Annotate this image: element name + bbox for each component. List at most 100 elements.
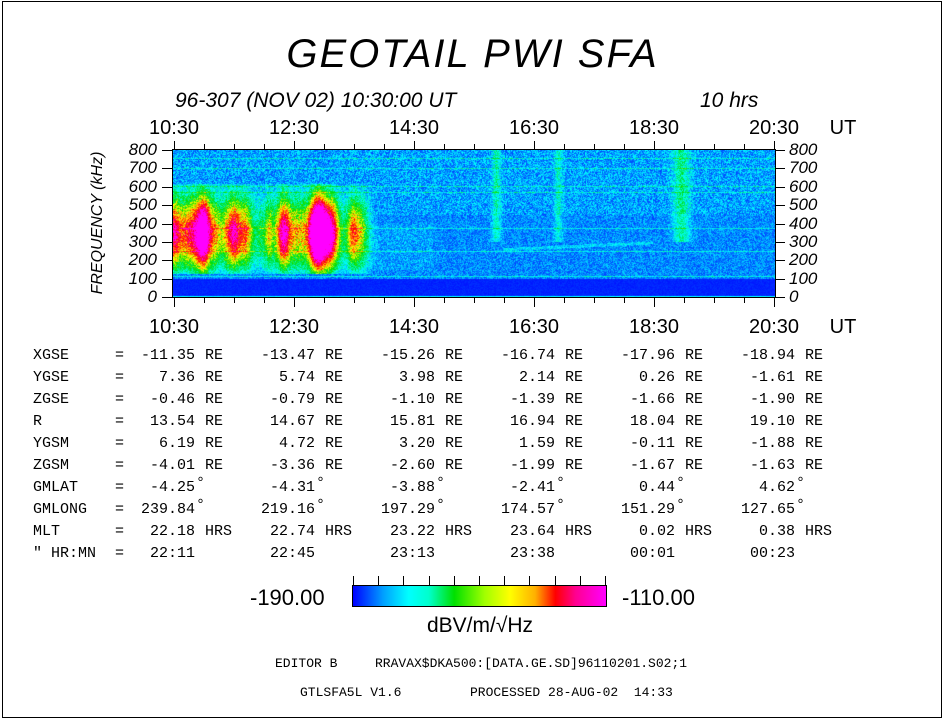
table-cell-value: -17.96 [620, 347, 675, 364]
x-tick-mark-bottom [264, 297, 265, 303]
x-tick-mark-bottom [714, 297, 715, 303]
table-cell-unit: ° [556, 497, 566, 514]
y-tick-label-left: 0 [147, 287, 157, 307]
duration-label: 10 hrs [700, 89, 759, 112]
equals-sign: = [115, 435, 125, 452]
table-cell-unit: RE [205, 435, 224, 452]
y-tick-mark-right [775, 186, 785, 188]
y-tick-label-right: 200 [789, 250, 818, 270]
program-version: GTLSFA5L V1.6 [300, 685, 402, 700]
table-cell-value: 7.36 [158, 369, 195, 386]
table-cell-unit: RE [565, 457, 584, 474]
table-cell-unit: RE [805, 457, 824, 474]
equals-sign: = [115, 479, 125, 496]
table-cell-value: -4.25 [149, 479, 195, 496]
table-cell-value: 22.18 [149, 523, 195, 540]
table-cell-value: 00:23 [749, 545, 795, 562]
y-tick-label-left: 200 [128, 250, 157, 270]
x-tick-mark-bottom [504, 297, 505, 303]
table-cell-unit: RE [565, 369, 584, 386]
x-tick-mark-bottom [744, 297, 745, 303]
table-cell-value: -1.90 [749, 391, 795, 408]
table-cell-unit: RE [445, 435, 464, 452]
y-tick-mark-left [162, 168, 172, 170]
table-cell-value: 23:13 [389, 545, 435, 562]
table-cell-value: -1.99 [509, 457, 555, 474]
table-cell-value: -2.41 [509, 479, 555, 496]
table-cell-unit: RE [325, 413, 344, 430]
table-cell-unit: RE [685, 369, 704, 386]
table-cell-value: -15.26 [380, 347, 435, 364]
colorbar-tick [529, 576, 531, 585]
table-cell-unit: RE [445, 413, 464, 430]
x-tick-label-top: 16:30 [508, 117, 560, 139]
table-cell-value: 23.64 [509, 523, 555, 540]
processed-date: PROCESSED 28-AUG-02 14:33 [470, 685, 673, 700]
x-tick-mark-top [384, 144, 385, 150]
colorbar-tick [554, 576, 556, 585]
x-tick-label-bottom: 12:30 [268, 316, 320, 338]
row-label: ZGSM [33, 457, 70, 474]
table-cell-unit: ° [316, 475, 326, 492]
equals-sign: = [115, 413, 125, 430]
table-cell-unit: RE [565, 347, 584, 364]
x-tick-mark-bottom [624, 297, 625, 303]
row-label: MLT [33, 523, 61, 540]
table-cell-value: 239.84 [140, 501, 195, 518]
table-cell-value: -4.31 [269, 479, 315, 496]
table-cell-value: 23.22 [389, 523, 435, 540]
y-tick-mark-right [775, 205, 785, 207]
table-cell-value: 6.19 [158, 435, 195, 452]
table-cell-value: -2.60 [389, 457, 435, 474]
table-cell-unit: RE [205, 413, 224, 430]
x-tick-mark-top [624, 144, 625, 150]
x-tick-label-top: 18:30 [628, 117, 680, 139]
x-tick-mark-bottom [354, 297, 355, 303]
table-cell-unit: RE [565, 391, 584, 408]
table-cell-value: 4.62 [758, 479, 795, 496]
colorbar [352, 585, 607, 607]
table-cell-value: -4.01 [149, 457, 195, 474]
y-tick-mark-right [775, 223, 785, 225]
table-cell-unit: HRS [565, 523, 593, 540]
x-tick-mark-top [534, 141, 535, 150]
colorbar-min-label: -190.00 [250, 585, 325, 610]
x-tick-mark-bottom [654, 297, 655, 307]
table-cell-value: -1.67 [629, 457, 675, 474]
table-cell-unit: RE [685, 435, 704, 452]
colorbar-max-label: -110.00 [622, 585, 695, 610]
table-cell-unit: RE [325, 457, 344, 474]
x-tick-label-top: 10:30 [148, 117, 200, 139]
x-tick-mark-top [354, 144, 355, 150]
table-cell-value: 151.29 [620, 501, 675, 518]
table-cell-unit: ° [436, 475, 446, 492]
y-tick-mark-right [775, 297, 785, 299]
x-tick-mark-top [714, 144, 715, 150]
x-tick-mark-top [234, 144, 235, 150]
table-cell-value: -1.88 [749, 435, 795, 452]
table-cell-unit: RE [565, 435, 584, 452]
x-tick-mark-top [654, 141, 655, 150]
table-cell-value: 00:01 [629, 545, 675, 562]
table-cell-unit: RE [445, 391, 464, 408]
x-tick-label-top: 12:30 [268, 117, 320, 139]
y-tick-mark-right [775, 150, 785, 151]
table-cell-value: 2.14 [518, 369, 555, 386]
table-cell-value: 22.74 [269, 523, 315, 540]
y-tick-mark-left [162, 223, 172, 225]
table-cell-unit: RE [325, 391, 344, 408]
table-cell-unit: RE [565, 413, 584, 430]
x-tick-mark-bottom [774, 297, 775, 307]
equals-sign: = [115, 523, 125, 540]
table-cell-unit: RE [205, 391, 224, 408]
y-tick-label-right: 100 [789, 268, 818, 288]
x-tick-mark-bottom [324, 297, 325, 303]
row-label: XGSE [33, 347, 70, 364]
table-cell-value: 13.54 [149, 413, 195, 430]
colorbar-tick [403, 576, 405, 585]
y-tick-label-right: 0 [789, 287, 799, 307]
table-cell-unit: ° [196, 475, 206, 492]
table-cell-value: -16.74 [500, 347, 555, 364]
y-tick-mark-left [162, 242, 172, 243]
table-cell-unit: RE [805, 391, 824, 408]
